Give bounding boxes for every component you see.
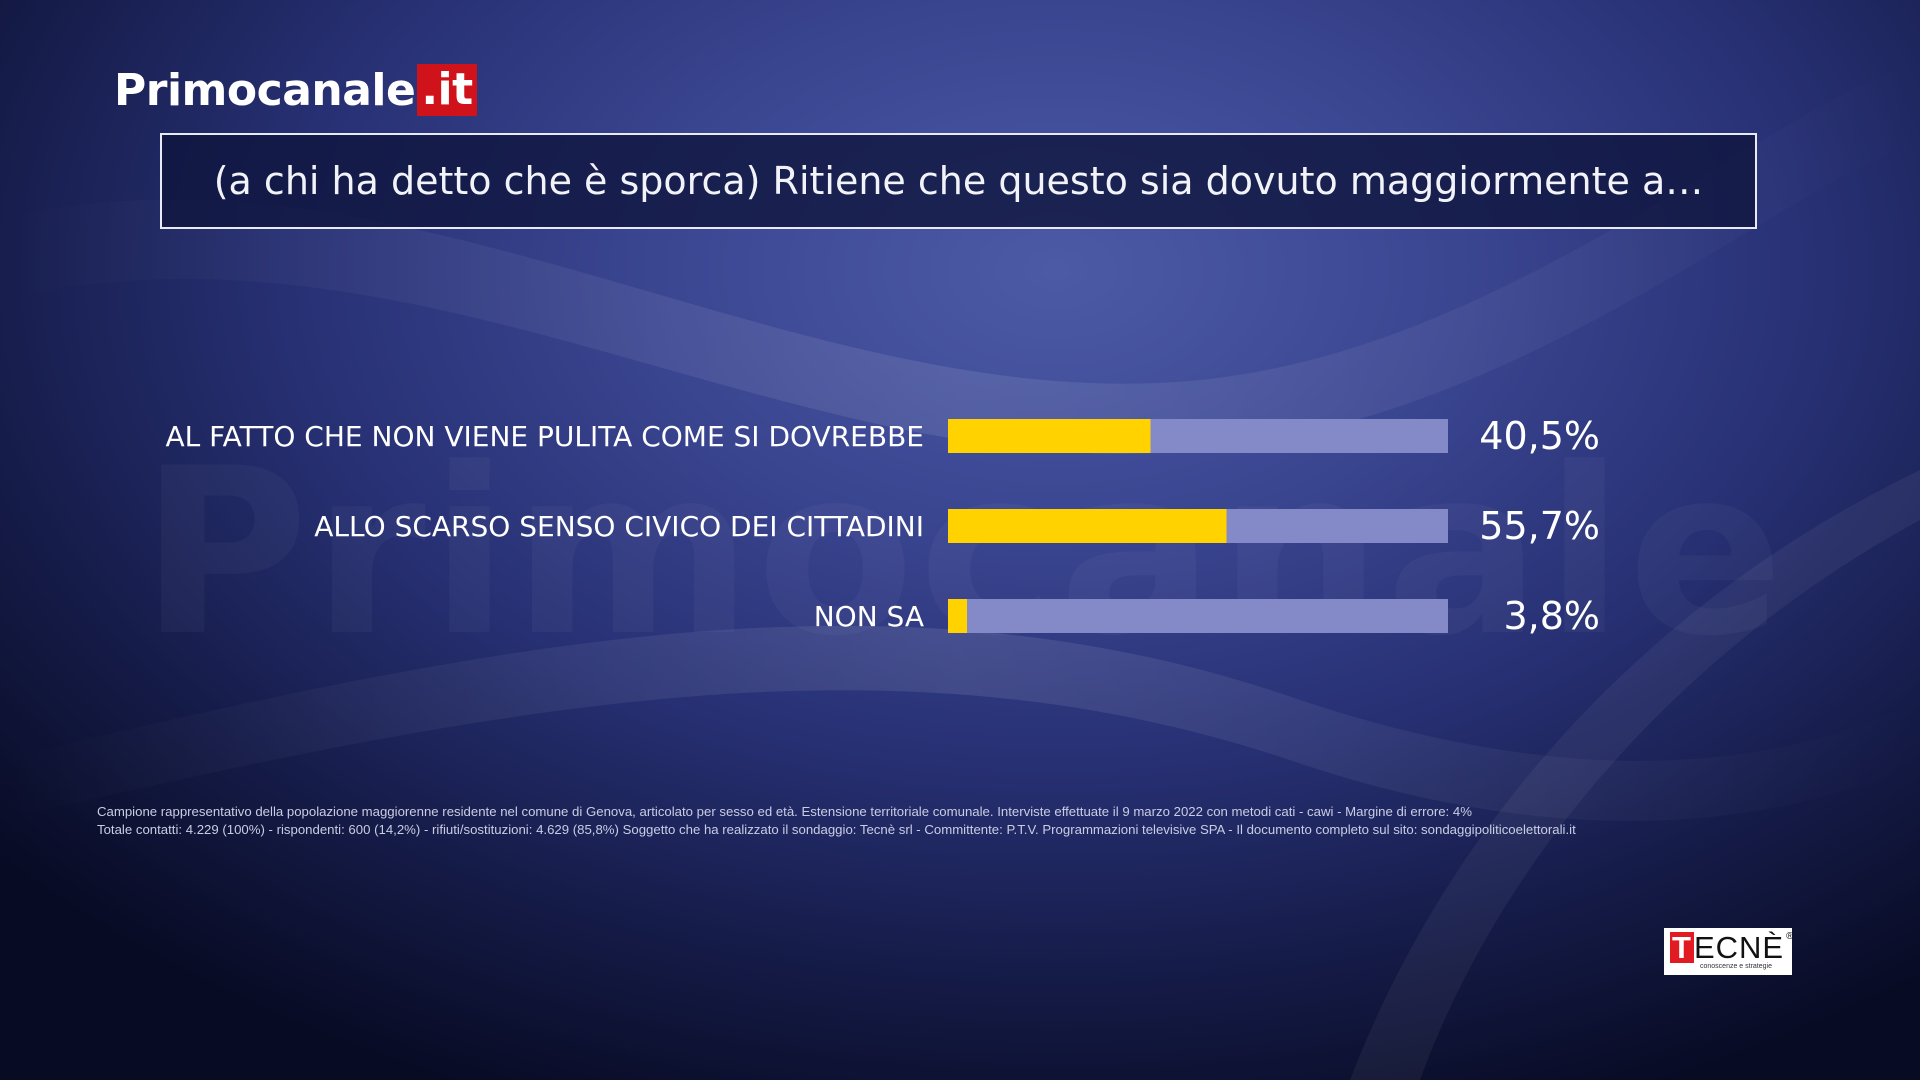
tecne-wordmark: T ECNÈ ®	[1670, 930, 1793, 965]
bar-track-2	[948, 599, 1448, 633]
logo-name: Primocanale	[114, 64, 416, 116]
tecne-rest: ECNÈ	[1693, 930, 1785, 965]
tecne-initial: T	[1670, 930, 1694, 965]
category-label-2: NON SA	[814, 600, 924, 633]
footnote-line-2: Totale contatti: 4.229 (100%) - risponde…	[97, 822, 1576, 837]
bar-0	[948, 419, 1151, 453]
primocanale-logo: Primocanale .it	[114, 62, 477, 118]
value-label-0: 40,5%	[1479, 414, 1600, 458]
bar-2	[948, 599, 967, 633]
value-label-2: 3,8%	[1503, 594, 1600, 638]
tecne-logo: T ECNÈ ® conoscenze e strategie	[1664, 928, 1793, 975]
category-label-0: AL FATTO CHE NON VIENE PULITA COME SI DO…	[165, 420, 924, 453]
question-box: (a chi ha detto che è sporca) Ritiene ch…	[160, 133, 1757, 229]
logo-tld: .it	[417, 64, 477, 116]
question-text: (a chi ha detto che è sporca) Ritiene ch…	[213, 159, 1704, 203]
tecne-registered: ®	[1786, 931, 1795, 942]
category-label-1: ALLO SCARSO SENSO CIVICO DEI CITTADINI	[314, 510, 924, 543]
methodology-footnote: Campione rappresentativo della popolazio…	[97, 803, 1837, 839]
value-label-1: 55,7%	[1479, 504, 1600, 548]
tecne-tagline: conoscenze e strategie	[1700, 963, 1772, 970]
bar-1	[948, 509, 1227, 543]
footnote-line-1: Campione rappresentativo della popolazio…	[97, 804, 1472, 819]
